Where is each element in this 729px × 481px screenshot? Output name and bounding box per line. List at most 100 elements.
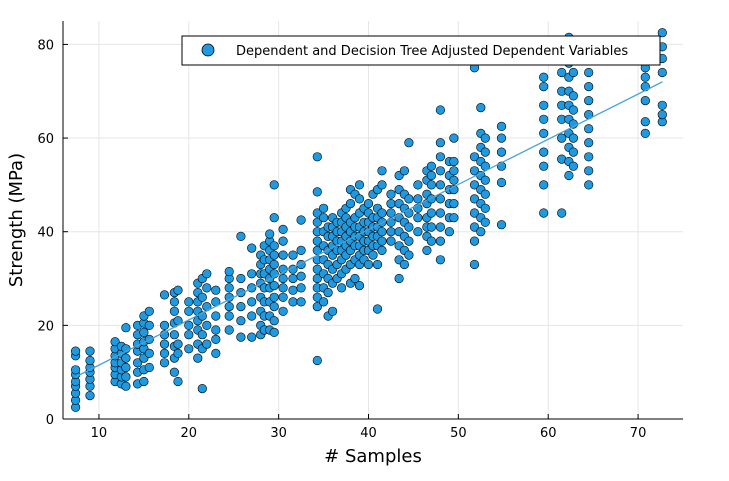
data-point-164	[278, 250, 288, 260]
data-point-104	[224, 325, 234, 335]
data-point-351	[444, 227, 455, 237]
x-tick-label-2: 30	[270, 426, 287, 441]
data-point-57	[159, 339, 170, 349]
data-point-384	[480, 189, 490, 199]
data-point-198	[319, 213, 329, 223]
data-point-363	[449, 133, 459, 143]
y-tick-label-4: 80	[37, 38, 54, 53]
data-point-336	[426, 208, 437, 218]
data-point-159	[278, 306, 288, 316]
data-point-151	[269, 292, 279, 302]
data-point-298	[386, 199, 396, 209]
data-point-42	[139, 376, 149, 387]
data-point-365	[469, 236, 480, 246]
data-point-103	[211, 285, 221, 295]
data-point-71	[173, 339, 183, 349]
data-point-427	[568, 105, 579, 115]
data-point-190	[312, 187, 322, 197]
data-point-300	[394, 273, 404, 284]
data-point-366	[469, 222, 480, 232]
data-point-437	[584, 81, 594, 92]
data-point-385	[480, 175, 490, 185]
data-point-383	[480, 203, 490, 213]
x-tick-label-0: 10	[91, 426, 108, 441]
data-point-258	[354, 194, 365, 204]
data-point-266	[363, 259, 374, 270]
data-point-403	[539, 72, 549, 82]
data-point-100	[211, 325, 221, 335]
data-point-174	[296, 271, 306, 281]
data-point-424	[568, 147, 579, 157]
data-point-60	[159, 290, 170, 300]
data-point-287	[377, 245, 387, 255]
legend-marker	[201, 43, 215, 57]
data-point-340	[426, 161, 437, 171]
data-point-59	[159, 320, 170, 331]
data-point-79	[193, 353, 203, 363]
data-point-165	[278, 236, 288, 246]
data-point-75	[184, 330, 194, 340]
data-point-316	[404, 236, 414, 246]
data-point-101	[211, 311, 221, 321]
data-point-341	[435, 255, 446, 265]
data-point-119	[247, 297, 257, 307]
data-point-9	[85, 391, 95, 401]
data-point-412	[564, 170, 574, 181]
data-point-64	[169, 330, 179, 340]
data-point-116	[236, 231, 246, 241]
data-point-155	[269, 250, 279, 260]
data-point-186	[312, 236, 322, 246]
data-point-450	[657, 67, 667, 78]
data-point-192	[319, 297, 329, 307]
data-point-112	[236, 316, 246, 326]
data-point-160	[278, 292, 288, 302]
data-point-339	[426, 170, 437, 181]
data-point-345	[435, 194, 446, 204]
data-point-349	[435, 138, 446, 148]
data-point-369	[469, 180, 480, 190]
data-point-177	[296, 215, 306, 225]
data-point-99	[211, 334, 221, 345]
data-point-410	[557, 67, 567, 78]
data-point-156	[269, 241, 279, 251]
data-point-358	[449, 199, 459, 209]
data-point-382	[480, 217, 490, 227]
data-point-6	[70, 365, 81, 375]
data-point-199	[319, 203, 329, 213]
legend: Dependent and Decision Tree Adjusted Dep…	[181, 35, 661, 66]
data-point-368	[469, 194, 480, 204]
data-point-169	[288, 273, 298, 284]
data-point-176	[296, 245, 306, 255]
data-point-54	[144, 306, 154, 316]
data-point-70	[173, 348, 183, 359]
data-point-398	[539, 147, 549, 157]
y-tick-label-2: 40	[37, 226, 54, 241]
data-point-8	[70, 346, 81, 356]
data-point-425	[568, 133, 579, 143]
data-point-29	[121, 381, 131, 391]
data-point-381	[476, 102, 486, 113]
data-point-121	[247, 269, 257, 279]
data-point-449	[657, 100, 667, 110]
data-point-182	[312, 273, 322, 284]
data-point-399	[539, 128, 549, 138]
data-point-292	[377, 180, 387, 190]
data-point-350	[435, 105, 446, 115]
data-point-299	[386, 189, 396, 199]
data-point-115	[236, 273, 246, 284]
data-point-242	[345, 199, 356, 209]
data-point-434	[584, 124, 594, 134]
data-point-315	[404, 250, 414, 260]
data-point-154	[269, 259, 279, 270]
data-point-371	[469, 152, 480, 162]
data-point-149	[269, 316, 279, 326]
data-point-66	[169, 306, 179, 316]
data-point-432	[584, 152, 594, 162]
data-point-15	[85, 346, 95, 356]
data-point-171	[288, 250, 298, 260]
data-point-430	[584, 180, 594, 190]
data-point-167	[288, 297, 298, 307]
y-tick-label-0: 0	[46, 413, 54, 428]
data-point-319	[404, 194, 414, 204]
data-points	[70, 28, 667, 412]
